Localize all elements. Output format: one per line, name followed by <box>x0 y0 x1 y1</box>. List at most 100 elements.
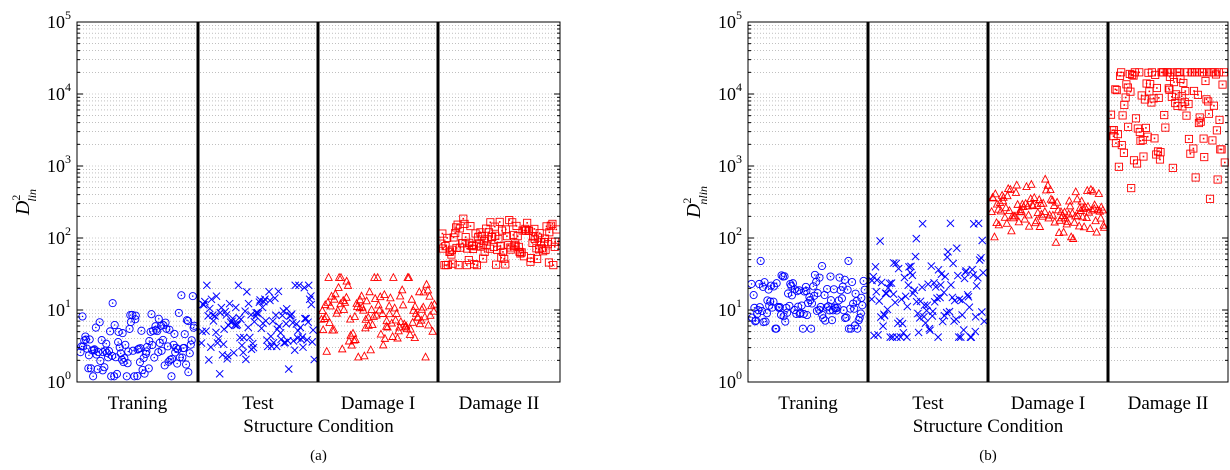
data-point <box>1001 203 1011 212</box>
data-point <box>362 296 372 305</box>
data-point <box>304 281 313 290</box>
data-point <box>971 312 980 321</box>
data-point <box>962 266 971 275</box>
data-point <box>906 262 915 271</box>
data-point <box>407 294 417 303</box>
data-point <box>398 300 408 309</box>
data-point <box>874 330 883 339</box>
data-point <box>358 305 368 314</box>
data-point <box>541 245 550 254</box>
data-point <box>1024 221 1034 230</box>
data-point <box>84 364 93 373</box>
data-point <box>372 310 381 319</box>
data-point <box>1204 109 1213 118</box>
data-point <box>91 323 100 332</box>
data-point <box>1062 219 1072 228</box>
data-point <box>1121 93 1130 102</box>
data-point <box>420 312 430 321</box>
y-ticks-a: 100 101 102 103 104 105 <box>47 8 560 392</box>
data-point <box>963 290 972 299</box>
data-point <box>1130 68 1139 77</box>
data-point <box>443 260 452 269</box>
data-point <box>966 333 975 342</box>
data-point <box>1182 111 1191 120</box>
x-axis-label-a: Structure Condition <box>243 416 394 437</box>
data-point <box>466 222 475 231</box>
data-point <box>110 320 119 330</box>
data-point <box>447 245 457 254</box>
data-point <box>958 311 967 319</box>
data-point <box>378 340 388 349</box>
data-point <box>1184 134 1194 144</box>
data-point <box>858 301 867 310</box>
data-point <box>747 279 756 288</box>
y-axis-label-base-a: D <box>12 200 34 216</box>
data-point <box>1147 98 1156 107</box>
data-point <box>102 348 111 357</box>
data-point <box>212 292 221 301</box>
data-point <box>1156 148 1165 157</box>
data-point <box>128 346 138 355</box>
data-point <box>953 271 962 280</box>
data-point <box>1184 99 1193 109</box>
data-point <box>283 336 292 345</box>
data-point <box>549 261 558 270</box>
data-point <box>350 311 360 320</box>
data-point <box>382 316 392 325</box>
data-point <box>749 291 758 300</box>
data-point <box>204 355 213 364</box>
data-point <box>188 292 197 301</box>
data-point <box>1087 205 1097 214</box>
data-point <box>386 293 395 302</box>
data-point <box>228 314 237 323</box>
data-point <box>1005 205 1014 214</box>
data-point <box>1192 68 1201 77</box>
data-point <box>1017 206 1026 215</box>
data-point <box>265 296 274 305</box>
data-point <box>180 330 189 339</box>
data-point <box>913 309 922 318</box>
data-point <box>1046 184 1055 194</box>
data-point <box>205 304 214 313</box>
data-point <box>1181 87 1190 96</box>
y-axis-label-a: D2 lin <box>9 189 39 216</box>
data-point <box>424 320 433 329</box>
data-point <box>1178 102 1187 111</box>
data-point <box>308 337 317 346</box>
data-point <box>934 333 943 342</box>
data-point <box>1199 134 1208 143</box>
data-point <box>1010 211 1020 220</box>
data-point <box>894 264 903 273</box>
data-point <box>956 333 965 342</box>
data-point <box>523 218 532 227</box>
data-point <box>319 313 329 322</box>
data-point <box>889 290 898 299</box>
data-point <box>1073 210 1082 220</box>
data-point <box>914 328 923 337</box>
data-point <box>1132 159 1142 168</box>
data-point <box>826 272 835 281</box>
data-point <box>817 261 827 271</box>
data-point <box>1131 114 1141 123</box>
data-point <box>212 328 220 337</box>
data-point <box>1072 194 1082 203</box>
data-point <box>798 324 807 333</box>
data-point <box>252 308 261 317</box>
data-point <box>366 345 376 354</box>
data-point <box>1099 220 1108 229</box>
data-point <box>170 329 179 338</box>
data-point <box>921 319 930 328</box>
condition-separators-a <box>196 22 440 382</box>
data-point <box>360 351 369 360</box>
data-point <box>428 326 437 335</box>
data-point <box>349 335 359 344</box>
data-point <box>488 233 497 242</box>
data-point <box>544 258 553 267</box>
data-point <box>927 262 936 271</box>
data-point <box>1052 197 1062 206</box>
data-point <box>322 346 332 355</box>
data-point <box>464 256 473 265</box>
data-point <box>202 327 211 335</box>
data-point <box>479 254 488 263</box>
data-point <box>1193 90 1202 99</box>
